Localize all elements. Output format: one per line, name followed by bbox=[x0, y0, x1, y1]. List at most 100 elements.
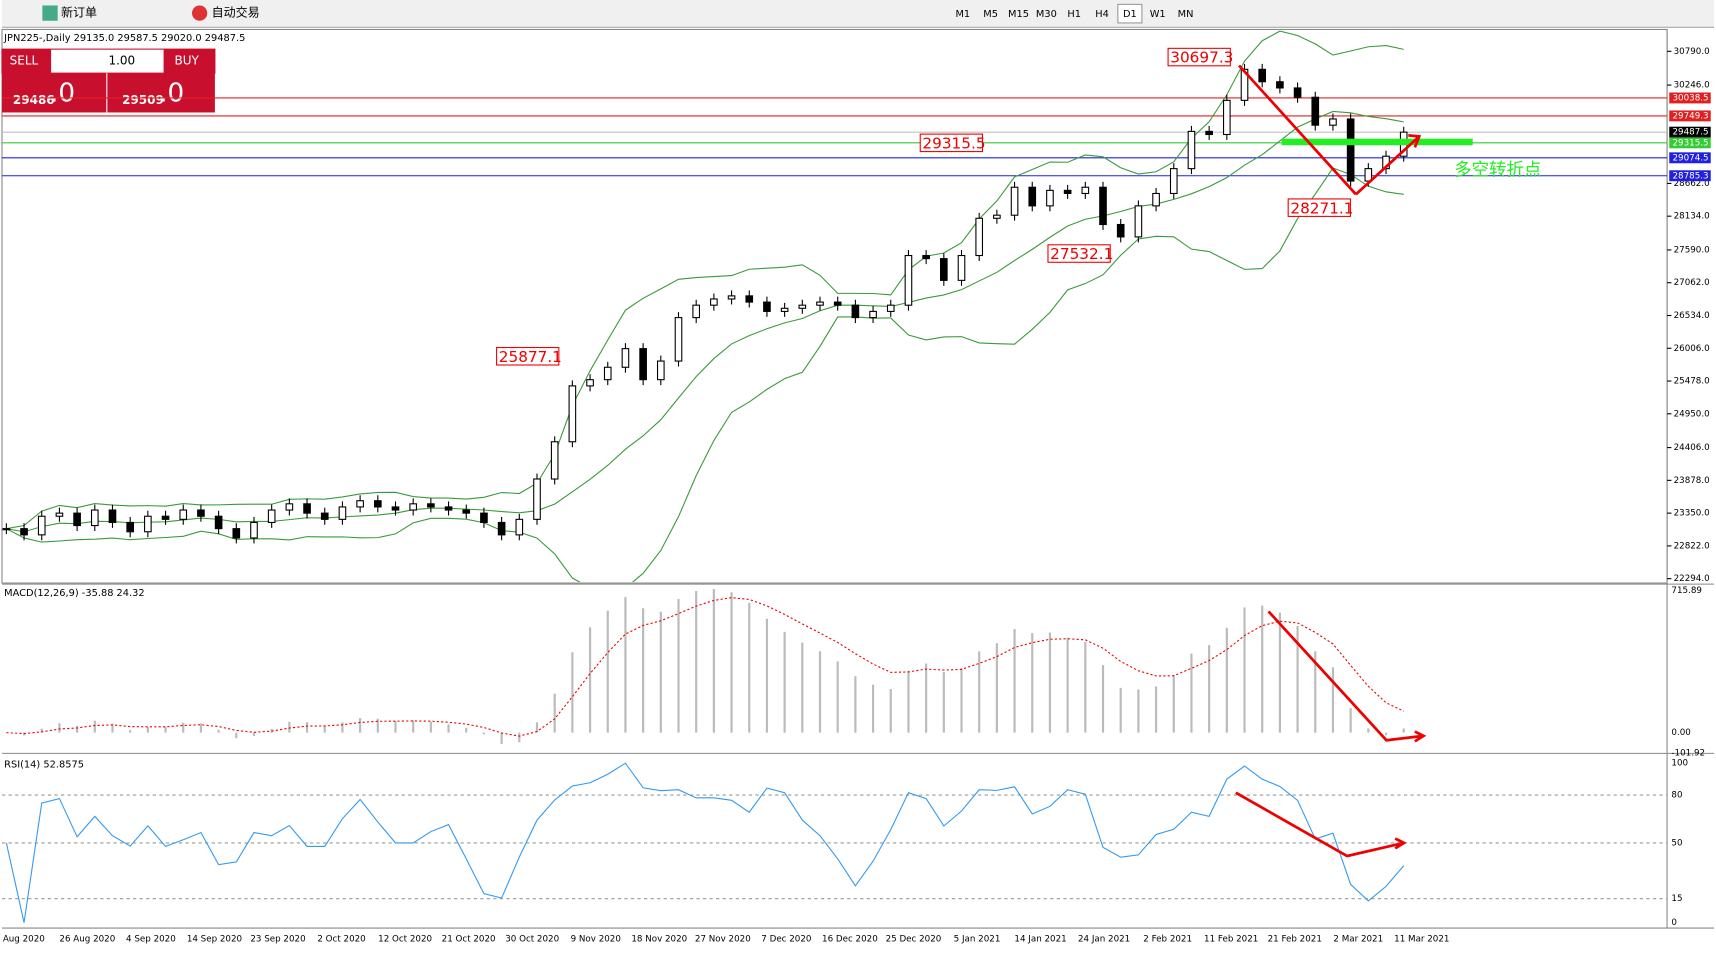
macd-bar bbox=[76, 725, 79, 733]
candle bbox=[1134, 205, 1143, 238]
annotation-box bbox=[496, 346, 560, 366]
price-tick-label: 30790.0 bbox=[1674, 47, 1710, 57]
macd-bar bbox=[836, 661, 839, 733]
price-tick-label: 27062.0 bbox=[1674, 278, 1710, 288]
timeframe[interactable]: MN bbox=[1178, 9, 1194, 20]
date-label: 11 Mar 2021 bbox=[1394, 934, 1449, 944]
candle bbox=[798, 304, 807, 309]
timeframe[interactable]: D1 bbox=[1123, 9, 1137, 20]
candle bbox=[1258, 68, 1267, 83]
macd-bar bbox=[1384, 732, 1388, 736]
macd-bar bbox=[1367, 728, 1370, 733]
candle bbox=[1152, 192, 1160, 207]
price-tick-label: 26534.0 bbox=[1674, 311, 1710, 321]
candle bbox=[1276, 81, 1284, 89]
macd-bar bbox=[978, 651, 981, 733]
timeframe[interactable]: W1 bbox=[1150, 9, 1166, 20]
macd-bar bbox=[518, 732, 521, 743]
timeframe[interactable]: M1 bbox=[955, 9, 970, 20]
macd-bar bbox=[1349, 708, 1352, 733]
price-tag bbox=[1669, 92, 1711, 104]
chart-header: JPN225-,Daily 29135.0 29587.5 29020.0 29… bbox=[3, 33, 245, 44]
macd-bar bbox=[323, 725, 326, 733]
turning-zone bbox=[1281, 138, 1473, 146]
rsi-label: RSI(14) 52.8575 bbox=[4, 759, 84, 770]
timeframe[interactable]: M30 bbox=[1036, 9, 1057, 20]
macd-bar bbox=[341, 722, 344, 733]
annotation-box bbox=[1047, 244, 1111, 263]
annotation-box bbox=[1167, 47, 1231, 67]
annotation: 28271.1 bbox=[1290, 199, 1353, 217]
candle bbox=[993, 214, 1001, 219]
candle bbox=[1116, 223, 1125, 238]
turning-note: 多空转折点 bbox=[1454, 160, 1541, 180]
candle bbox=[816, 301, 824, 306]
auto-trading[interactable]: 自动交易 bbox=[212, 5, 260, 20]
candle bbox=[1099, 186, 1107, 226]
macd-bar bbox=[111, 723, 114, 733]
macd-tick-label: 0.00 bbox=[1671, 728, 1690, 738]
sell-label[interactable]: SELL bbox=[10, 54, 39, 68]
candle bbox=[1081, 186, 1090, 195]
price-tag bbox=[1669, 110, 1711, 122]
date-label: 9 Nov 2020 bbox=[571, 934, 621, 944]
candle bbox=[144, 515, 152, 533]
candle bbox=[462, 509, 471, 514]
date-label: 27 Nov 2020 bbox=[695, 934, 751, 944]
new-order-icon[interactable] bbox=[42, 5, 58, 21]
macd-bar bbox=[695, 590, 698, 733]
date-label: 16 Dec 2020 bbox=[822, 934, 878, 944]
date-label: 2 Mar 2021 bbox=[1333, 934, 1383, 944]
macd-bar bbox=[624, 596, 627, 733]
date-label: 7 Dec 2020 bbox=[761, 934, 811, 944]
candle bbox=[550, 441, 559, 480]
macd-bar bbox=[447, 724, 450, 733]
candle bbox=[73, 512, 81, 527]
candle bbox=[922, 254, 930, 260]
timeframe[interactable]: H4 bbox=[1095, 9, 1109, 20]
auto-trading-icon[interactable] bbox=[191, 5, 208, 21]
macd-bar bbox=[889, 689, 892, 733]
macd-bar bbox=[217, 729, 220, 733]
timeframe[interactable]: H1 bbox=[1067, 9, 1081, 20]
price-tag-label: 30038.5 bbox=[1673, 93, 1709, 103]
candle bbox=[674, 317, 683, 362]
macd-bar bbox=[783, 631, 786, 733]
candle bbox=[1311, 96, 1320, 126]
lot-size[interactable]: 1.00 bbox=[108, 54, 135, 68]
buy-label[interactable]: BUY bbox=[175, 54, 200, 68]
macd-bar bbox=[40, 728, 43, 733]
macd-tick-label: 715.89 bbox=[1671, 586, 1702, 596]
candle bbox=[1346, 118, 1355, 182]
date-label: 30 Oct 2020 bbox=[505, 934, 559, 944]
annotation: 29315.5 bbox=[922, 134, 985, 152]
candle bbox=[356, 500, 364, 508]
price-tick-label: 23350.0 bbox=[1674, 509, 1710, 519]
rsi-line bbox=[5, 762, 1405, 923]
rsi-tick-label: 0 bbox=[1671, 918, 1677, 928]
candle bbox=[692, 304, 701, 319]
timeframe[interactable]: M15 bbox=[1008, 9, 1029, 20]
macd-bar bbox=[429, 721, 432, 733]
macd-bar bbox=[588, 627, 592, 733]
macd-bar bbox=[1314, 651, 1317, 733]
new-order[interactable]: 新订单 bbox=[61, 5, 97, 20]
macd-bar bbox=[730, 592, 733, 733]
timeframe[interactable]: M5 bbox=[983, 9, 998, 20]
macd-bar bbox=[801, 642, 804, 733]
candle bbox=[1293, 87, 1302, 98]
buy-button[interactable] bbox=[163, 49, 215, 74]
candle bbox=[710, 298, 718, 306]
annotation: 27532.1 bbox=[1050, 245, 1113, 263]
macd-bar bbox=[942, 671, 945, 733]
macd-bar bbox=[642, 608, 645, 733]
sell-button[interactable] bbox=[1, 49, 52, 74]
candle bbox=[480, 512, 488, 523]
price-tag-label: 28785.3 bbox=[1673, 171, 1709, 181]
macd-bar bbox=[252, 732, 256, 737]
macd-bar bbox=[1402, 728, 1405, 733]
macd-bar bbox=[1296, 626, 1299, 733]
price-tick-label: 28134.0 bbox=[1674, 212, 1710, 222]
